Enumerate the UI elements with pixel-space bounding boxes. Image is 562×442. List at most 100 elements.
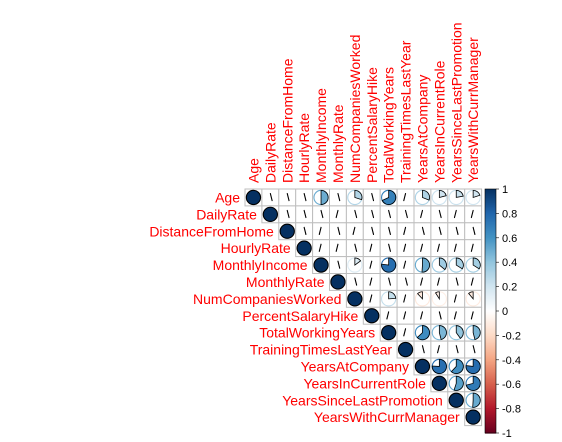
corr-glyph-DailyRate-TotalWorkingYears	[388, 209, 391, 219]
grid-cell	[447, 222, 466, 241]
corr-glyph-YearsSinceLastPromotion-YearsWithCurrManager	[465, 392, 481, 408]
corr-glyph-TrainingTimesLastYear-YearsWithCurrManager	[472, 345, 476, 354]
corr-glyph-TrainingTimesLastYear-YearsSinceLastPromotion	[455, 345, 459, 354]
corr-glyph-HourlyRate-TrainingTimesLastYear	[403, 243, 407, 252]
corr-glyph-Age-TrainingTimesLastYear	[403, 192, 407, 202]
corr-glyph-Age-DailyRate	[269, 192, 273, 202]
corr-glyph-Age-PercentSalaryHike	[371, 192, 375, 202]
row-label: MonthlyIncome	[213, 257, 308, 273]
column-label: MonthlyIncome	[313, 88, 329, 183]
colorbar-tick-label: -0.6	[502, 379, 521, 391]
corr-glyph-TotalWorkingYears-YearsAtCompany	[414, 325, 431, 341]
grid-cell	[362, 222, 381, 241]
grid-cell	[278, 205, 297, 224]
corr-glyph-HourlyRate-YearsWithCurrManager	[470, 243, 474, 252]
grid-cell	[396, 289, 415, 308]
grid-cell	[329, 188, 347, 207]
corr-glyph-NumCompaniesWorked-TrainingTimesLastYear	[403, 294, 407, 303]
corr-glyph-Age-YearsSinceLastPromotion	[448, 189, 464, 206]
column-label: TotalWorkingYears	[381, 67, 397, 183]
corr-glyph-YearsInCurrentRole-YearsWithCurrManager	[465, 375, 481, 391]
corr-glyph-MonthlyIncome-MonthlyRate	[337, 260, 341, 269]
grid-cell	[329, 239, 347, 258]
corr-glyph-Age-YearsInCurrentRole	[431, 189, 447, 206]
grid-cell	[379, 205, 398, 224]
grid-cell	[447, 239, 466, 258]
corr-glyph-TotalWorkingYears-YearsSinceLastPromotion	[448, 325, 464, 341]
grid-cell	[312, 205, 331, 224]
row-label: NumCompaniesWorked	[193, 291, 341, 307]
grid-cell	[464, 239, 483, 258]
corr-glyph-HourlyRate-YearsInCurrentRole	[437, 243, 440, 252]
grid-cell	[329, 256, 347, 275]
corr-glyph-MonthlyRate-TrainingTimesLastYear	[404, 277, 408, 286]
corr-glyph-HourlyRate-MonthlyIncome	[318, 243, 322, 252]
grid-cell	[430, 239, 449, 258]
colorbar-tick-label: -0.8	[502, 404, 521, 416]
row-label: YearsWithCurrManager	[314, 409, 460, 425]
grid-cell	[396, 273, 415, 291]
column-label: Age	[245, 158, 261, 183]
grid-cell	[430, 222, 449, 241]
grid-cell	[464, 273, 483, 291]
corr-glyph-DistanceFromHome-DistanceFromHome	[279, 223, 295, 239]
grid-cell	[447, 273, 466, 291]
grid-cell	[430, 273, 449, 291]
corr-glyph-PercentSalaryHike-PercentSalaryHike	[364, 308, 380, 324]
corr-glyph-YearsSinceLastPromotion-YearsSinceLastPromotion	[448, 392, 464, 408]
column-label: NumCompaniesWorked	[347, 35, 363, 183]
grid-cell	[396, 222, 415, 241]
grid-cell	[464, 205, 483, 224]
corr-glyph-YearsAtCompany-YearsSinceLastPromotion	[448, 358, 464, 375]
corr-glyph-NumCompaniesWorked-YearsSinceLastPromotion	[453, 294, 457, 303]
corr-glyph-Age-MonthlyRate	[337, 192, 341, 202]
grid-cell	[430, 205, 449, 224]
row-label: TotalWorkingYears	[259, 325, 375, 341]
corr-glyph-DailyRate-DailyRate	[262, 206, 278, 222]
corr-glyph-HourlyRate-MonthlyRate	[335, 243, 339, 252]
grid-cell	[430, 306, 449, 325]
grid-cell	[379, 239, 398, 258]
colorbar-tick-label: 0.4	[502, 257, 517, 269]
column-label: MonthlyRate	[330, 104, 346, 183]
corr-glyph-DistanceFromHome-TotalWorkingYears	[388, 226, 391, 235]
correlation-glyphs	[245, 189, 481, 425]
grid-cell	[413, 239, 432, 258]
corr-glyph-DailyRate-MonthlyRate	[335, 209, 339, 219]
colorbar: 1 0.8 0.6 0.4 0.2 0 -0.2 -0.4 -0.6 -0.8 -1	[484, 184, 521, 440]
grid-cell	[464, 222, 483, 241]
corr-glyph-DailyRate-HourlyRate	[303, 209, 307, 219]
corr-glyph-NumCompaniesWorked-TotalWorkingYears	[381, 291, 397, 307]
corr-glyph-DistanceFromHome-YearsInCurrentRole	[438, 226, 442, 235]
corr-glyph-DistanceFromHome-YearsWithCurrManager	[472, 226, 476, 235]
grid-cell	[362, 289, 381, 308]
column-label: YearsAtCompany	[414, 75, 430, 183]
corr-glyph-DailyRate-DistanceFromHome	[286, 209, 290, 219]
corr-glyph-NumCompaniesWorked-YearsInCurrentRole	[431, 291, 447, 307]
corr-glyph-DistanceFromHome-MonthlyIncome	[318, 226, 322, 235]
column-label: TrainingTimesLastYear	[398, 40, 414, 183]
corr-glyph-MonthlyIncome-YearsWithCurrManager	[465, 257, 481, 273]
corr-glyph-YearsAtCompany-YearsInCurrentRole	[431, 358, 447, 375]
corr-glyph-MonthlyIncome-YearsAtCompany	[414, 257, 431, 273]
corr-glyph-MonthlyIncome-TotalWorkingYears	[381, 257, 397, 273]
corr-glyph-Age-HourlyRate	[303, 192, 307, 202]
grid-cell	[329, 205, 347, 224]
corr-glyph-PercentSalaryHike-YearsSinceLastPromotion	[453, 311, 457, 320]
row-label: DistanceFromHome	[149, 223, 274, 239]
grid-cell	[396, 323, 415, 342]
grid-cell	[447, 340, 466, 359]
corr-glyph-DistanceFromHome-PercentSalaryHike	[371, 226, 375, 235]
grid-cell	[413, 273, 432, 291]
corr-glyph-Age-YearsWithCurrManager	[465, 189, 481, 206]
corr-glyph-MonthlyIncome-YearsSinceLastPromotion	[448, 257, 464, 273]
grid-cell	[362, 188, 381, 207]
grid-cell	[345, 239, 364, 258]
colorbar-tick-label: -0.2	[502, 330, 521, 342]
grid-cell	[329, 222, 347, 241]
corr-glyph-Age-DistanceFromHome	[286, 192, 290, 202]
corr-glyph-NumCompaniesWorked-PercentSalaryHike	[369, 294, 373, 303]
corr-glyph-PercentSalaryHike-TotalWorkingYears	[386, 311, 390, 320]
corr-glyph-DistanceFromHome-TrainingTimesLastYear	[403, 226, 407, 235]
row-label: DailyRate	[196, 206, 257, 222]
